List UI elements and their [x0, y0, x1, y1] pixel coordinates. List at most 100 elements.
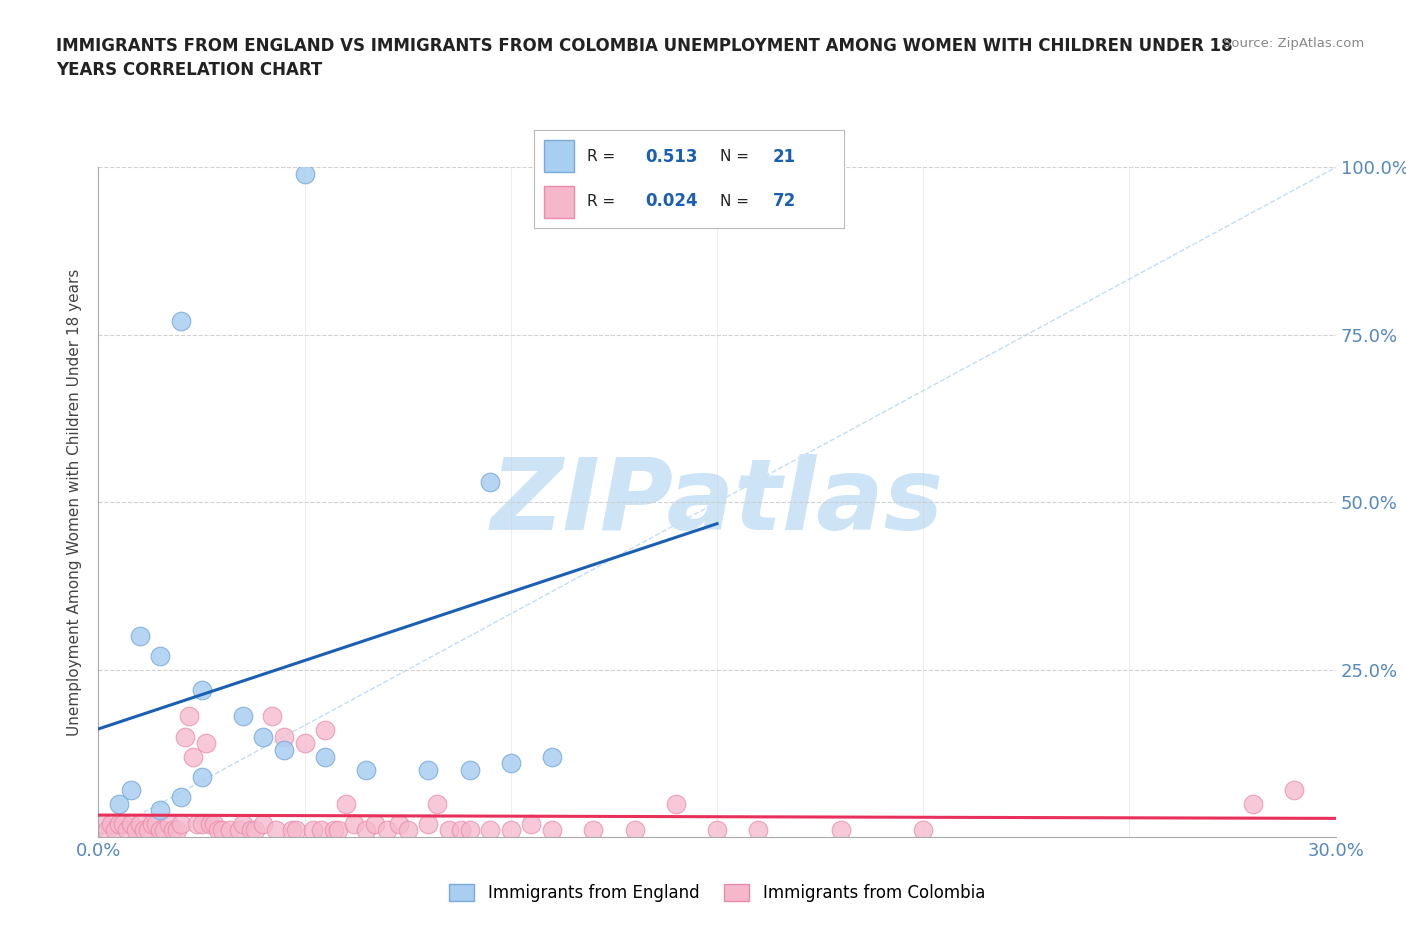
Point	[149, 803, 172, 817]
Point	[479, 823, 502, 838]
Point	[149, 649, 172, 664]
Point	[260, 709, 283, 724]
Point	[364, 817, 387, 831]
Point	[747, 823, 769, 838]
Point	[120, 817, 142, 831]
Point	[132, 823, 155, 838]
Point	[294, 736, 316, 751]
Y-axis label: Unemployment Among Women with Children Under 18 years: Unemployment Among Women with Children U…	[67, 269, 83, 736]
Point	[108, 817, 131, 831]
Text: 21: 21	[772, 148, 796, 166]
Point	[194, 736, 217, 751]
Point	[388, 817, 411, 831]
Point	[314, 750, 336, 764]
Point	[232, 709, 254, 724]
Text: 0.024: 0.024	[645, 193, 699, 210]
Point	[396, 823, 419, 838]
Point	[179, 709, 201, 724]
Point	[243, 823, 266, 838]
Point	[91, 817, 114, 831]
Point	[211, 823, 233, 838]
Point	[479, 474, 502, 489]
Point	[541, 750, 564, 764]
Point	[343, 817, 366, 831]
Text: N =: N =	[720, 149, 754, 164]
Point	[1241, 796, 1264, 811]
Point	[136, 823, 159, 838]
Point	[166, 823, 188, 838]
Point	[117, 823, 139, 838]
Point	[665, 796, 688, 811]
Point	[120, 783, 142, 798]
Point	[124, 823, 146, 838]
Point	[145, 817, 167, 831]
FancyBboxPatch shape	[544, 186, 575, 219]
Point	[1284, 783, 1306, 798]
Point	[706, 823, 728, 838]
Text: 0.513: 0.513	[645, 148, 699, 166]
Text: 72: 72	[772, 193, 796, 210]
Point	[186, 817, 208, 831]
Point	[108, 796, 131, 811]
Point	[335, 796, 357, 811]
Point	[375, 823, 398, 838]
Point	[273, 742, 295, 757]
Point	[418, 763, 440, 777]
Point	[149, 823, 172, 838]
Point	[326, 823, 349, 838]
FancyBboxPatch shape	[544, 140, 575, 172]
Text: N =: N =	[720, 194, 754, 209]
Point	[426, 796, 449, 811]
Point	[219, 823, 242, 838]
Point	[170, 790, 193, 804]
Point	[162, 823, 184, 838]
Point	[912, 823, 935, 838]
Point	[141, 817, 163, 831]
Text: IMMIGRANTS FROM ENGLAND VS IMMIGRANTS FROM COLOMBIA UNEMPLOYMENT AMONG WOMEN WIT: IMMIGRANTS FROM ENGLAND VS IMMIGRANTS FR…	[56, 37, 1233, 79]
Point	[240, 823, 263, 838]
Point	[582, 823, 605, 838]
Point	[281, 823, 304, 838]
Point	[128, 629, 150, 644]
Point	[499, 756, 522, 771]
Point	[309, 823, 332, 838]
Point	[418, 817, 440, 831]
Point	[294, 166, 316, 181]
Point	[170, 314, 193, 329]
Point	[356, 763, 378, 777]
Point	[228, 823, 250, 838]
Point	[202, 817, 225, 831]
Point	[322, 823, 344, 838]
Point	[198, 817, 221, 831]
Point	[623, 823, 645, 838]
Point	[174, 729, 197, 744]
Point	[181, 750, 204, 764]
Point	[232, 817, 254, 831]
Point	[582, 166, 605, 181]
Point	[190, 769, 212, 784]
Point	[264, 823, 287, 838]
Legend: Immigrants from England, Immigrants from Colombia: Immigrants from England, Immigrants from…	[443, 878, 991, 909]
Point	[170, 817, 193, 831]
Point	[96, 823, 118, 838]
Point	[450, 823, 472, 838]
Point	[104, 823, 127, 838]
Text: Source: ZipAtlas.com: Source: ZipAtlas.com	[1223, 37, 1364, 50]
Point	[157, 817, 180, 831]
Point	[207, 823, 229, 838]
Point	[541, 823, 564, 838]
Point	[458, 763, 481, 777]
Point	[190, 817, 212, 831]
Point	[285, 823, 308, 838]
Point	[458, 823, 481, 838]
Point	[314, 723, 336, 737]
Point	[100, 817, 122, 831]
Point	[499, 823, 522, 838]
Point	[273, 729, 295, 744]
Point	[153, 823, 176, 838]
Point	[830, 823, 852, 838]
Point	[356, 823, 378, 838]
Point	[128, 817, 150, 831]
Point	[437, 823, 460, 838]
Point	[302, 823, 325, 838]
